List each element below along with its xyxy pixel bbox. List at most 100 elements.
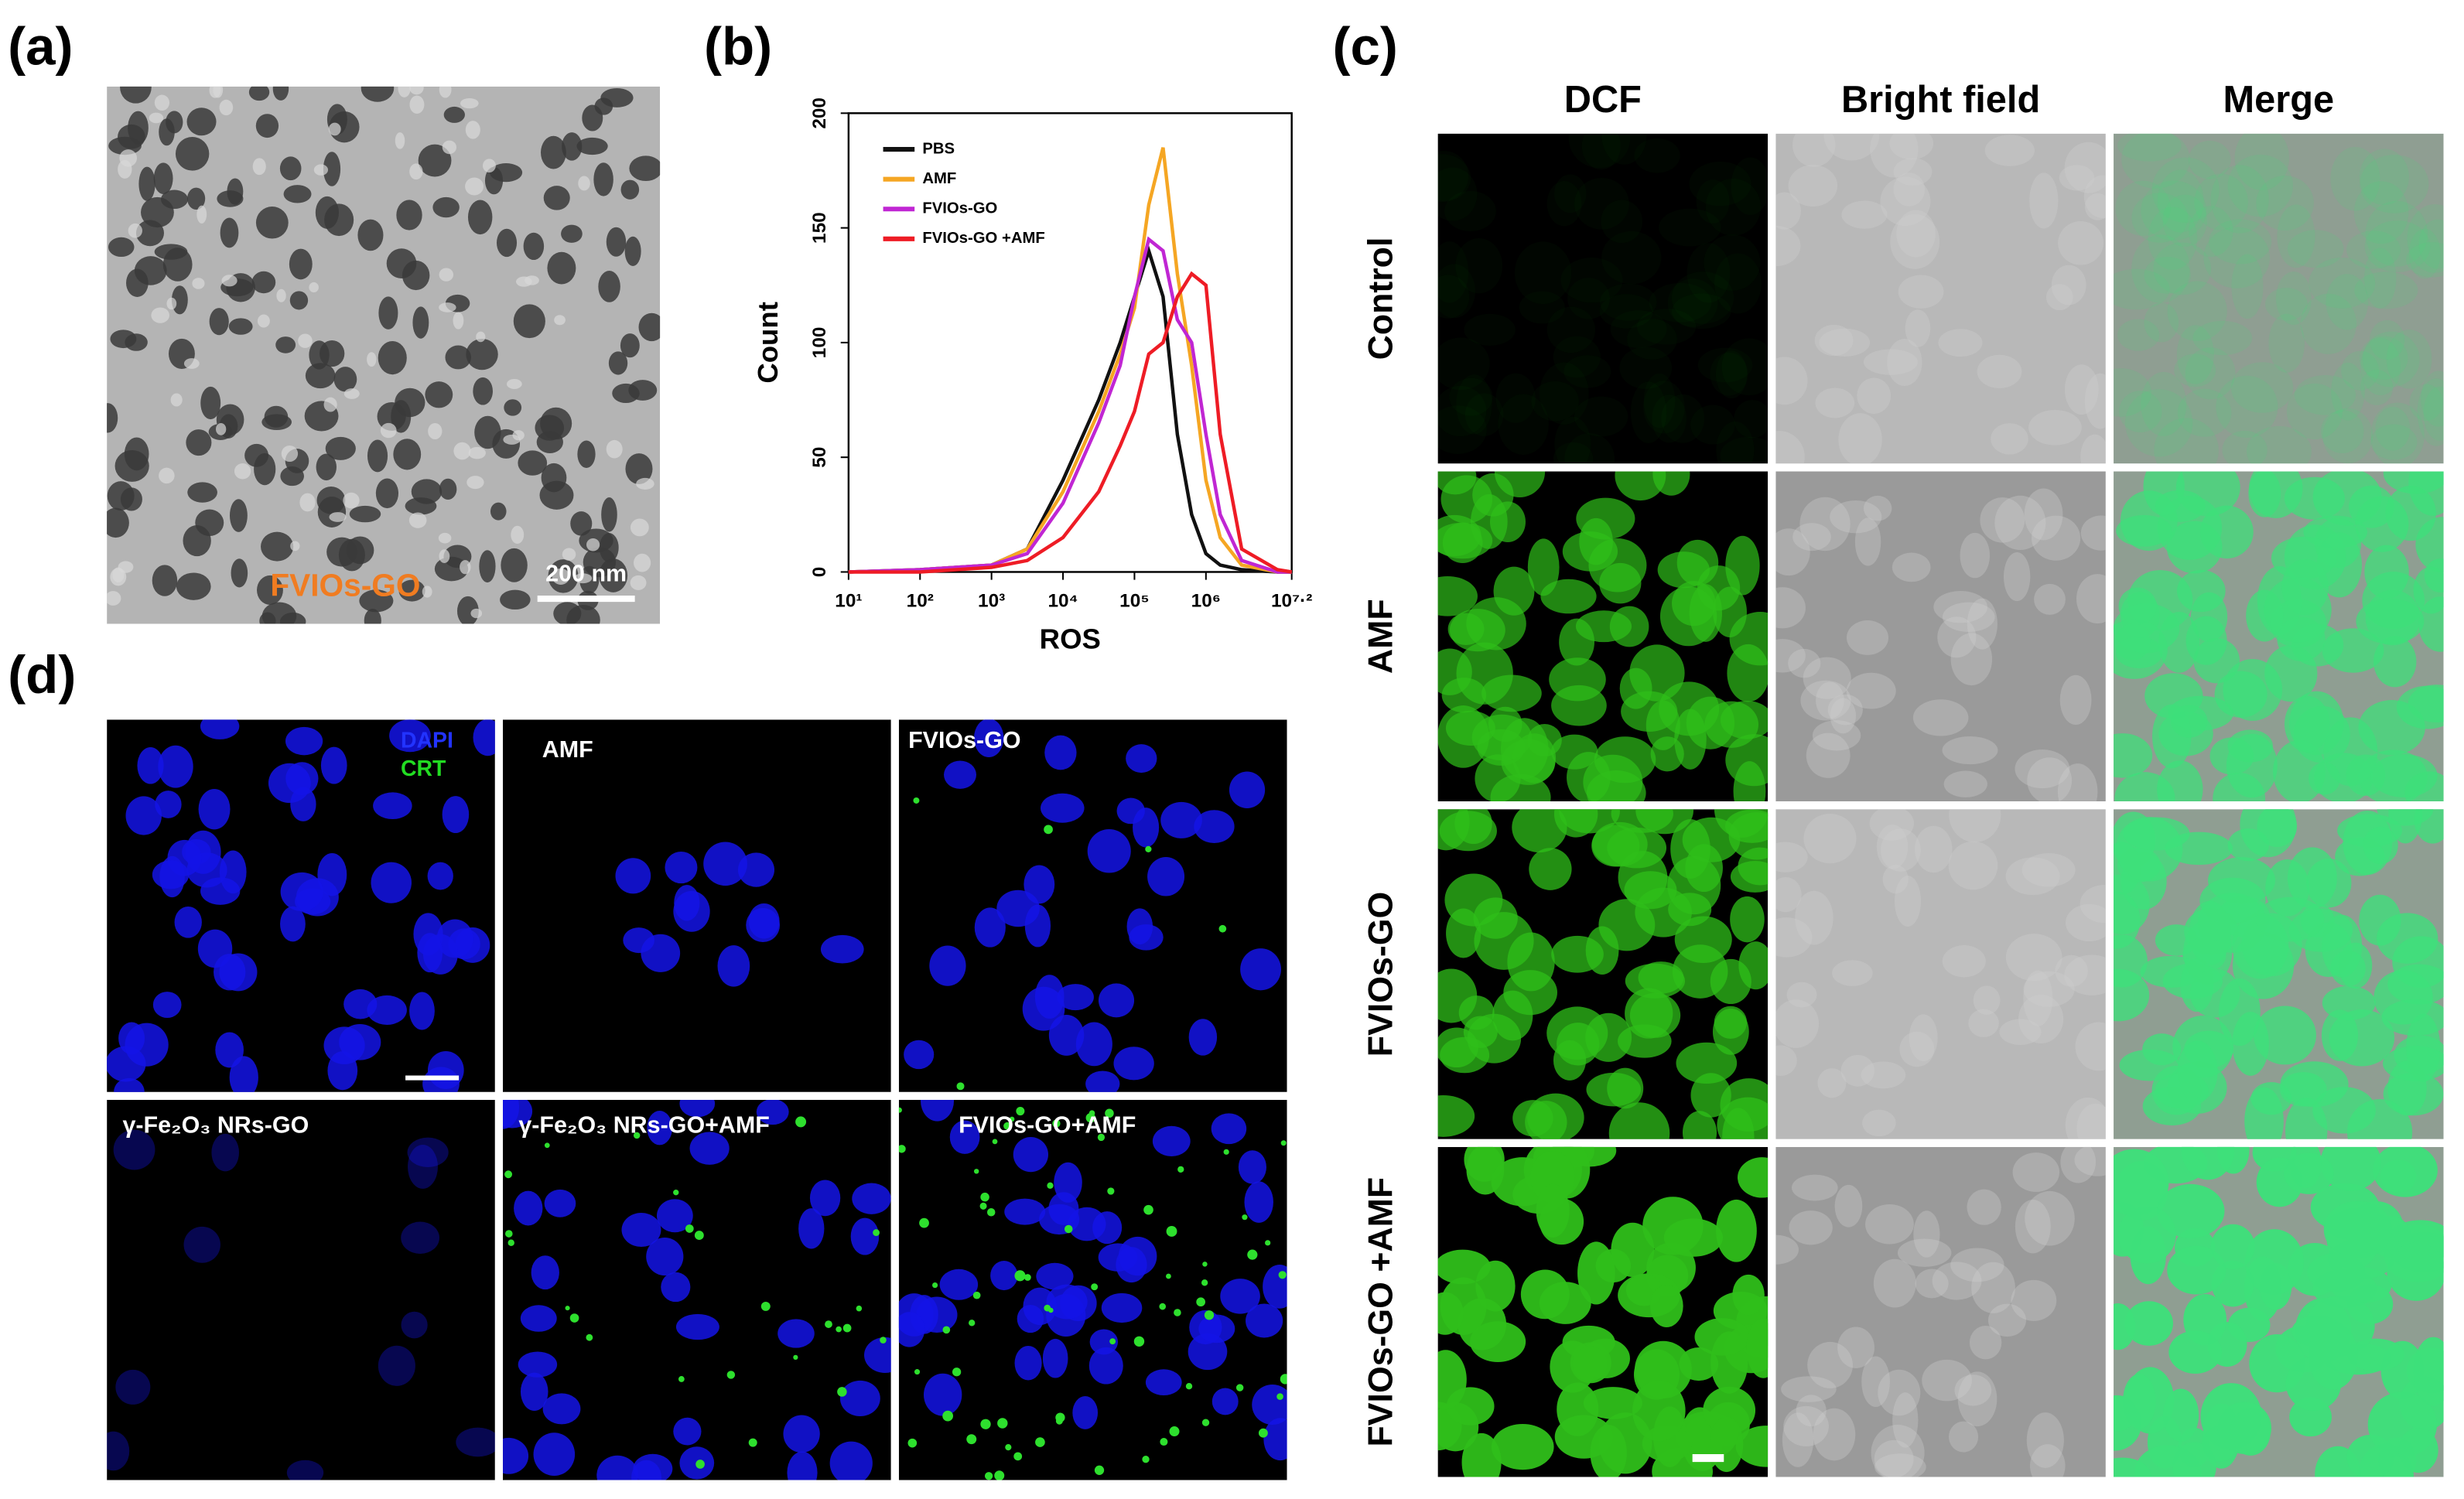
blob — [615, 858, 651, 894]
crt-dot — [1169, 1426, 1180, 1437]
blob — [119, 149, 138, 167]
blob — [496, 228, 518, 258]
blob — [533, 1432, 576, 1477]
blob — [787, 1451, 818, 1480]
blob — [1704, 234, 1760, 291]
blob — [152, 565, 178, 596]
blob — [2157, 169, 2204, 233]
blob — [2144, 256, 2191, 294]
blob — [1892, 552, 1931, 582]
blob — [398, 86, 411, 97]
blob — [2213, 772, 2266, 802]
blob — [2421, 370, 2444, 427]
x-axis-label: ROS — [1040, 623, 1101, 655]
blob — [125, 333, 148, 351]
blob — [281, 445, 299, 462]
blob — [2346, 1099, 2413, 1139]
blob — [468, 446, 486, 459]
column-header: DCF — [1564, 79, 1642, 121]
blob — [820, 934, 864, 964]
blob — [1036, 1262, 1074, 1290]
blob — [1775, 192, 1801, 230]
blob — [647, 1111, 673, 1146]
blob — [2064, 954, 2106, 995]
blob — [1244, 1181, 1273, 1223]
blob — [1893, 158, 1933, 186]
blob — [357, 219, 384, 251]
blob — [630, 575, 647, 590]
blob — [2141, 180, 2207, 241]
blob — [570, 511, 593, 536]
blob — [380, 422, 397, 439]
series-line — [848, 147, 1292, 574]
blob — [1876, 825, 1909, 869]
blob — [1491, 1423, 1554, 1470]
x-tick-label: 10⁵ — [1119, 591, 1150, 612]
blob — [1870, 133, 1919, 178]
blob — [2144, 302, 2179, 343]
blob — [1967, 598, 1998, 650]
blob — [2359, 149, 2409, 206]
blob — [904, 1040, 935, 1070]
blob — [465, 177, 484, 196]
blob — [375, 478, 399, 509]
blob — [255, 114, 279, 138]
blob — [453, 442, 471, 460]
blob — [1444, 873, 1503, 927]
blob — [606, 227, 627, 257]
blob — [633, 1453, 673, 1480]
blob — [1467, 1013, 1522, 1064]
image — [898, 1099, 1287, 1480]
blob — [2114, 1395, 2137, 1432]
blob — [1949, 1421, 1979, 1453]
blob — [1449, 609, 1505, 652]
blob — [1977, 354, 2022, 388]
blob — [209, 308, 229, 336]
blob — [1493, 566, 1535, 616]
blob — [1013, 1137, 1049, 1173]
image-label: FVIOs-GO — [270, 568, 420, 603]
blob — [1072, 1396, 1099, 1429]
image-label: FVIOs-GO — [908, 727, 1021, 753]
blob — [1730, 896, 1765, 943]
blob — [107, 403, 118, 433]
crt-dot — [1177, 1166, 1184, 1173]
blob — [1440, 475, 1493, 524]
blob — [1464, 314, 1515, 346]
blob — [1837, 1327, 1874, 1368]
blob — [2141, 371, 2187, 436]
blob — [1949, 809, 2001, 842]
blob — [783, 1415, 820, 1453]
blob — [2114, 619, 2168, 679]
blob — [197, 205, 207, 224]
crt-dot — [919, 1217, 929, 1228]
blob — [137, 747, 164, 784]
blob — [1896, 210, 1936, 258]
blob — [183, 358, 200, 369]
blob — [367, 439, 388, 473]
blob — [1263, 1418, 1287, 1461]
blob — [1960, 532, 1991, 579]
blob — [2028, 409, 2082, 446]
blob — [2055, 954, 2088, 987]
crt-dot — [1242, 1214, 1248, 1221]
blob — [1863, 495, 1892, 521]
blob — [599, 533, 619, 562]
blob — [1725, 809, 1769, 843]
crt-dot — [1003, 1122, 1011, 1130]
blob — [593, 162, 613, 196]
blob — [2029, 172, 2059, 229]
blob — [198, 788, 231, 830]
blob — [2307, 1253, 2366, 1292]
crt-dot — [956, 1082, 965, 1091]
blob — [373, 792, 412, 820]
blob — [1937, 616, 1977, 658]
blob — [2080, 434, 2106, 464]
blob — [1832, 960, 1873, 986]
panel-label: (c) — [1333, 15, 1398, 76]
blob — [171, 285, 188, 315]
blob — [1838, 413, 1882, 464]
crt-dot — [1278, 1271, 1287, 1279]
blob — [252, 158, 266, 176]
blob — [309, 282, 319, 293]
